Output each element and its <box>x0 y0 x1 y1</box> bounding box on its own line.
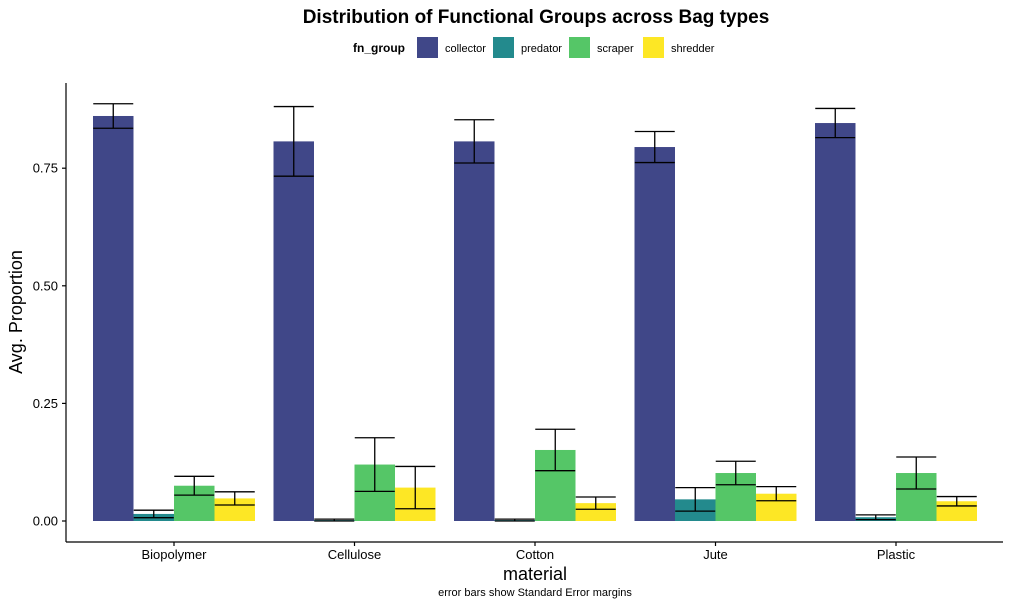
legend-key-shredder <box>643 37 664 58</box>
bar-shredder-biopolymer <box>214 498 255 521</box>
error-bar-scraper-cellulose <box>354 437 395 493</box>
x-tick-label: Biopolymer <box>141 547 207 562</box>
error-bar-collector-biopolymer <box>93 103 134 129</box>
error-bar-predator-biopolymer <box>133 509 174 519</box>
error-bar-shredder-plastic <box>936 495 977 507</box>
legend: fn_group collector predator scraper shredde… <box>353 37 715 58</box>
legend-label-predator: predator <box>521 43 562 55</box>
bar-collector-plastic <box>815 123 856 522</box>
axes: Biopolymer Cellulose Cotton Jute Plastic 0.00… <box>33 83 1003 562</box>
error-bar-scraper-cotton <box>535 428 576 472</box>
error-bar-shredder-cellulose <box>395 465 436 510</box>
bar-collector-cellulose <box>273 141 314 521</box>
bar-shredder-cotton <box>575 503 616 521</box>
y-tick-label: 0.75 <box>33 161 58 176</box>
error-bar-scraper-plastic <box>896 456 937 490</box>
x-tick-label: Jute <box>703 547 728 562</box>
error-bar-shredder-cotton <box>575 496 616 510</box>
error-bar-predator-cellulose <box>314 518 355 522</box>
x-tick-label: Plastic <box>877 547 916 562</box>
error-bar-scraper-biopolymer <box>174 475 215 496</box>
legend-label-shredder: shredder <box>671 43 715 55</box>
y-tick-label: 0.50 <box>33 278 58 293</box>
bar-collector-cotton <box>454 141 495 521</box>
bar-collector-biopolymer <box>93 115 134 522</box>
legend-label-scraper: scraper <box>597 43 634 55</box>
caption: error bars show Standard Error margins <box>438 587 632 599</box>
chart-title: Distribution of Functional Groups across… <box>303 7 770 28</box>
error-bar-collector-cellulose <box>273 105 314 177</box>
legend-title: fn_group <box>353 41 405 55</box>
error-bar-collector-jute <box>634 130 675 164</box>
y-tick-label: 0.25 <box>33 396 58 411</box>
error-bar-scraper-jute <box>715 460 756 486</box>
legend-key-scraper <box>569 37 590 58</box>
error-bar-predator-cotton <box>494 518 535 522</box>
y-axis-title: Avg. Proportion <box>6 250 26 374</box>
error-bar-shredder-biopolymer <box>214 491 255 506</box>
legend-key-collector <box>417 37 438 58</box>
y-tick-label: 0.00 <box>33 514 58 529</box>
error-bar-collector-cotton <box>454 119 495 164</box>
bar-collector-jute <box>634 147 675 522</box>
error-bar-shredder-jute <box>756 486 797 502</box>
plot-area <box>93 103 977 522</box>
x-tick-label: Cotton <box>516 547 554 562</box>
error-bar-collector-plastic <box>815 107 856 139</box>
x-axis-title: material <box>503 564 567 584</box>
error-bar-predator-plastic <box>855 514 896 521</box>
legend-key-predator <box>493 37 514 58</box>
x-tick-label: Cellulose <box>328 547 381 562</box>
legend-label-collector: collector <box>445 43 486 55</box>
error-bar-predator-jute <box>675 486 716 512</box>
